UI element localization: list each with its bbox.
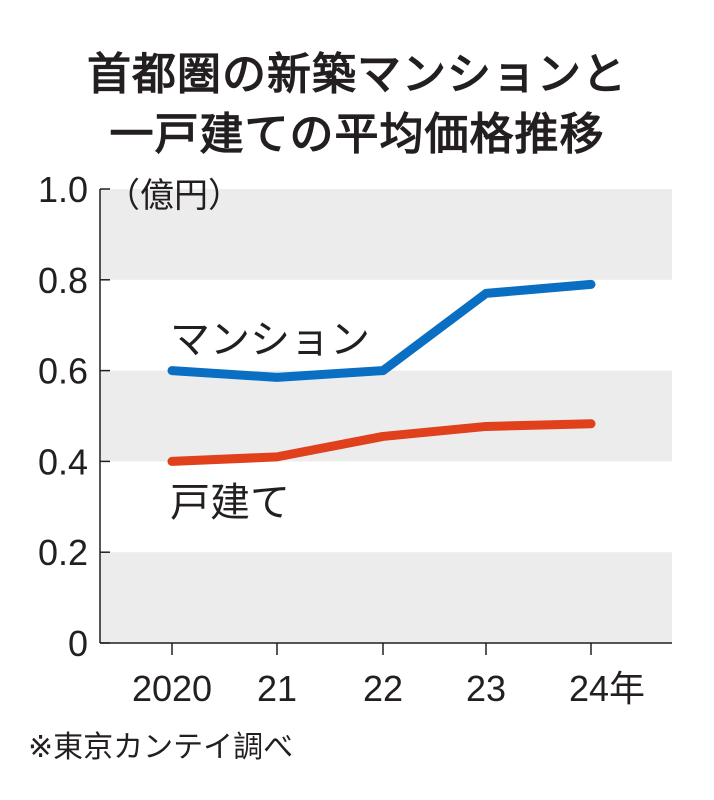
y-tick-label: 0.6 (38, 351, 88, 392)
source-note: ※東京カンテイ調べ (28, 730, 294, 765)
grid-band (100, 552, 672, 643)
y-tick-label: 0 (68, 623, 88, 664)
y-tick-label: 0.2 (38, 532, 88, 573)
grid-band (100, 370, 672, 462)
x-tick-label: 22 (363, 668, 403, 709)
chart-title-line2: 一戸建ての平均価格推移 (109, 109, 605, 160)
y-tick-label: 0.4 (38, 441, 88, 482)
y-tick-label: 0.8 (38, 260, 88, 301)
chart-title-line1: 首都圏の新築マンションと (87, 49, 627, 100)
x-tick-label: 23 (466, 668, 506, 709)
x-tick-label: 24年 (569, 668, 645, 709)
unit-label: （億円） (106, 177, 242, 215)
x-tick-label: 2020 (132, 668, 212, 709)
y-tick-label: 1.0 (38, 169, 88, 210)
series-label-mansion: マンション (170, 318, 370, 362)
grid-band (100, 189, 672, 280)
series-label-kodate: 戸建て (170, 481, 290, 525)
x-tick-label: 21 (257, 668, 297, 709)
